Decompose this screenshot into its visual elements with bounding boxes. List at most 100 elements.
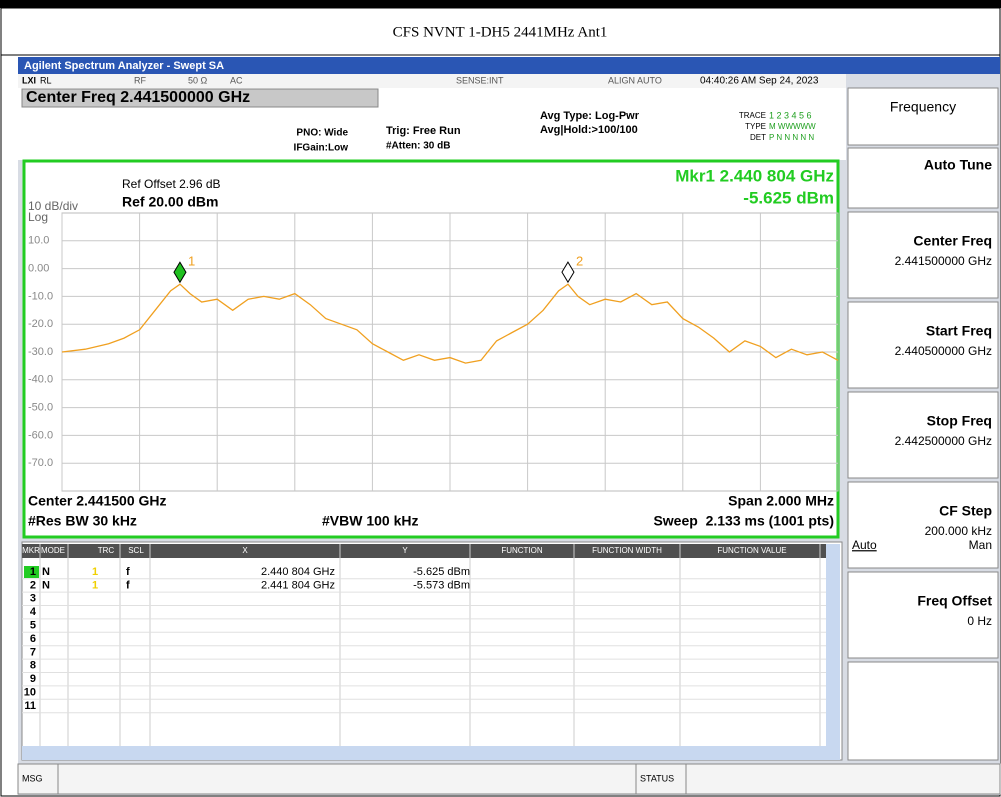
- softkey-value[interactable]: 2.442500000 GHz: [895, 434, 992, 448]
- table-cell: -5.573 dBm: [413, 579, 470, 591]
- table-cell: 2.440 804 GHz: [261, 566, 335, 578]
- row-highlight: [24, 566, 39, 578]
- softkey-value[interactable]: 0 Hz: [967, 614, 992, 628]
- avg-hold: Avg|Hold:>100/100: [540, 124, 638, 136]
- column-header: SCL: [128, 546, 144, 555]
- footer-center: Center 2.441500 GHz: [28, 493, 167, 509]
- y-tick-label: -30.0: [28, 346, 53, 358]
- log: Log: [28, 210, 48, 224]
- y-tick-label: -40.0: [28, 374, 53, 386]
- column-header: MODE: [41, 546, 65, 555]
- msg: MSG: [22, 773, 43, 783]
- column-header: FUNCTION: [501, 546, 543, 555]
- footer-rbw: #Res BW 30 kHz: [28, 513, 137, 529]
- softkey-value[interactable]: 200.000 kHz: [925, 524, 992, 538]
- marker-label: 1: [188, 254, 195, 269]
- softkey-title[interactable]: Freq Offset: [917, 593, 992, 609]
- table-cell: N: [42, 566, 50, 578]
- bottom-bar: [17, 763, 1001, 795]
- trace-nums: 1 2 3 4 5 6: [769, 110, 812, 120]
- page-title: CFS NVNT 1-DH5 2441MHz Ant1: [393, 24, 608, 40]
- softkey[interactable]: [847, 481, 999, 569]
- softkey-title[interactable]: CF Step: [939, 503, 992, 519]
- window-title: Agilent Spectrum Analyzer - Swept SA: [24, 60, 224, 72]
- softkey-option[interactable]: Auto: [852, 538, 877, 552]
- top-bar: [0, 0, 1001, 8]
- lxi: LXI: [22, 75, 36, 85]
- det-label: DET: [750, 133, 766, 142]
- softkey[interactable]: [847, 301, 999, 389]
- table-cell: 8: [30, 660, 36, 672]
- marker-readout-amp: -5.625 dBm: [743, 188, 834, 207]
- softkey-title[interactable]: Auto Tune: [924, 157, 992, 173]
- center-freq-box: [21, 88, 379, 108]
- avg-type: Avg Type: Log-Pwr: [540, 110, 640, 122]
- marker-label: 2: [576, 254, 583, 269]
- rf: RF: [134, 75, 146, 85]
- table-cell: 4: [30, 606, 37, 618]
- y-tick-label: -70.0: [28, 457, 53, 469]
- softkey-title[interactable]: Center Freq: [913, 233, 992, 249]
- y-tick-label: -60.0: [28, 429, 53, 441]
- trace-label: TRACE: [739, 111, 766, 120]
- table-cell: 10: [24, 687, 36, 699]
- trig: Trig: Free Run: [386, 125, 461, 137]
- footer-sweep: Sweep 2.133 ms (1001 pts): [653, 513, 834, 529]
- table-cell: 1: [92, 566, 98, 578]
- softkey[interactable]: [847, 661, 999, 761]
- impedance: 50 Ω: [188, 75, 208, 85]
- ref-offset: Ref Offset 2.96 dB: [122, 177, 221, 191]
- det-val: P N N N N N: [769, 133, 814, 142]
- center-freq: Center Freq 2.441500000 GHz: [26, 89, 250, 106]
- marker-readout-freq: Mkr1 2.440 804 GHz: [675, 166, 834, 185]
- column-header: X: [242, 546, 248, 555]
- softkey[interactable]: [847, 571, 999, 659]
- table-cell: 2: [30, 579, 36, 591]
- softkey-menu-title: Frequency: [890, 99, 956, 115]
- y-tick-label: -50.0: [28, 402, 53, 414]
- type-val: M WWWWW: [769, 122, 816, 131]
- window-title-bar: [18, 57, 1000, 74]
- table-header-bg: [22, 544, 826, 558]
- softkey[interactable]: [847, 147, 999, 209]
- table-cell: 6: [30, 633, 36, 645]
- pno: PNO: Wide: [296, 128, 348, 139]
- type-label: TYPE: [745, 122, 766, 131]
- trace: [61, 283, 839, 364]
- softkey[interactable]: [847, 391, 999, 479]
- h-scrollbar[interactable]: [22, 746, 840, 760]
- column-header: MKR: [22, 546, 40, 555]
- softkey-title[interactable]: Start Freq: [926, 323, 992, 339]
- table-cell: N: [42, 579, 50, 591]
- footer-span: Span 2.000 MHz: [728, 493, 834, 509]
- scale: 10 dB/div: [28, 199, 78, 213]
- softkey-value[interactable]: 2.441500000 GHz: [895, 254, 992, 268]
- softkey-option[interactable]: Man: [969, 538, 992, 552]
- table-body: MKR MODE TRC SCL X Y FUNCTION FUNCTION WIDTH FUN…: [22, 544, 826, 746]
- ref-level: Ref 20.00 dBm: [122, 194, 218, 210]
- table-cell: -5.625 dBm: [413, 566, 470, 578]
- table-cell: f: [126, 566, 130, 578]
- table-cell: 1: [92, 579, 98, 591]
- softkey-menu-box: [847, 87, 999, 146]
- table-cell: 9: [30, 673, 36, 685]
- y-tick-label: 0.00: [28, 263, 49, 275]
- table-cell: 1: [30, 566, 36, 578]
- softkey-title[interactable]: Stop Freq: [927, 413, 992, 429]
- column-header: Y: [402, 546, 408, 555]
- marker: [561, 261, 575, 284]
- column-header: TRC: [98, 546, 115, 555]
- status-row: [18, 74, 846, 88]
- softkey-value[interactable]: 2.440500000 GHz: [895, 344, 992, 358]
- softkey[interactable]: [847, 211, 999, 299]
- table-cell: 5: [30, 620, 36, 632]
- align: ALIGN AUTO: [608, 75, 662, 85]
- sense: SENSE:INT: [456, 75, 504, 85]
- table-cell: 11: [24, 700, 36, 712]
- plot: 10.0 0.00 -10.0 -20.0 -30.0 -40.0 -50.0 -60.0 -7…: [28, 212, 839, 492]
- y-tick-label: -10.0: [28, 290, 53, 302]
- v-scrollbar[interactable]: [826, 544, 840, 746]
- datetime: 04:40:26 AM Sep 24, 2023: [700, 76, 819, 87]
- graph-frame: [22, 159, 840, 539]
